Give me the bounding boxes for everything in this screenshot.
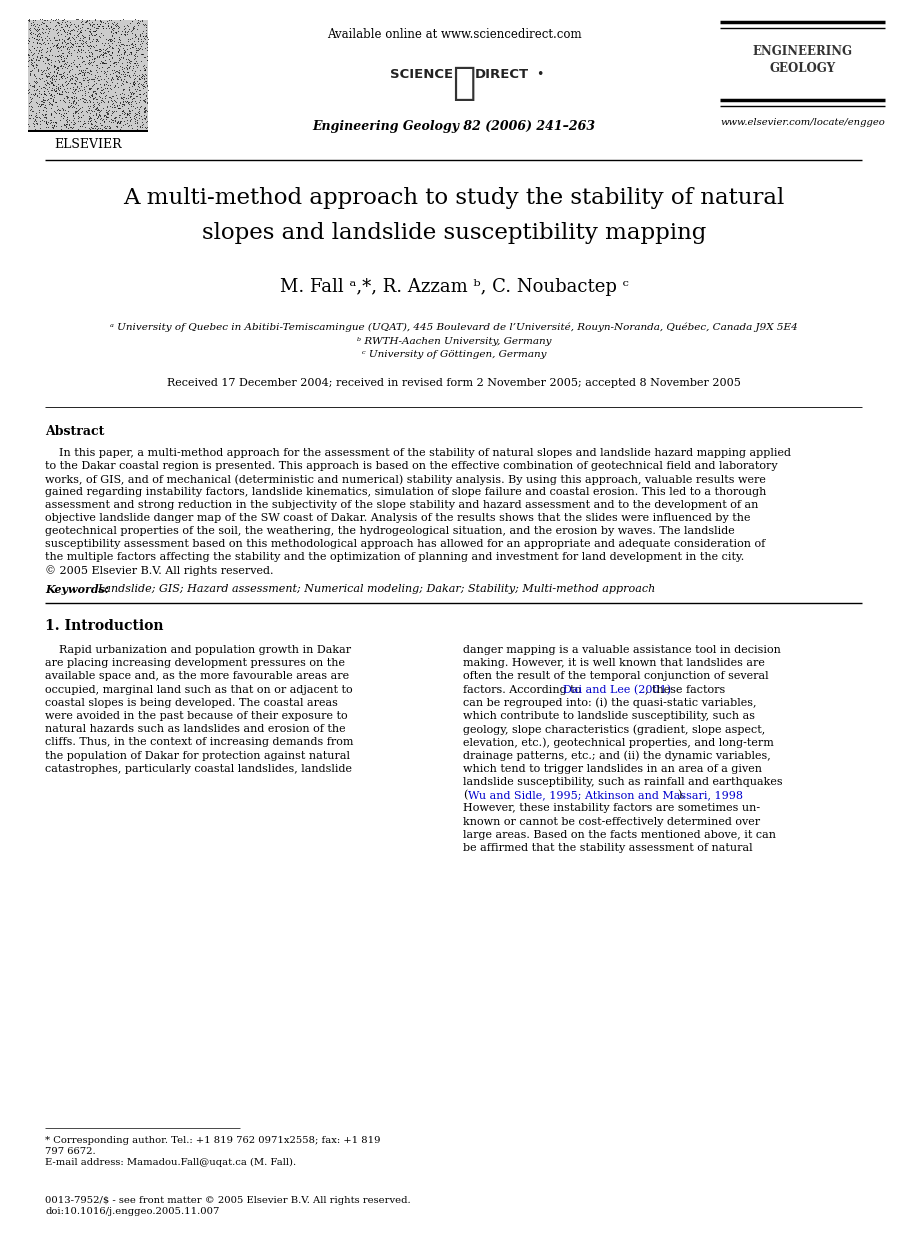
Text: often the result of the temporal conjunction of several: often the result of the temporal conjunc… [463, 671, 768, 681]
Text: danger mapping is a valuable assistance tool in decision: danger mapping is a valuable assistance … [463, 645, 781, 655]
Text: which contribute to landslide susceptibility, such as: which contribute to landslide susceptibi… [463, 711, 755, 721]
Text: 1. Introduction: 1. Introduction [45, 619, 163, 633]
Text: available space and, as the more favourable areas are: available space and, as the more favoura… [45, 671, 349, 681]
Text: ᵇ RWTH-Aachen University, Germany: ᵇ RWTH-Aachen University, Germany [356, 337, 551, 345]
Text: drainage patterns, etc.; and (ii) the dynamic variables,: drainage patterns, etc.; and (ii) the dy… [463, 750, 771, 761]
Text: Wu and Sidle, 1995; Atkinson and Massari, 1998: Wu and Sidle, 1995; Atkinson and Massari… [467, 790, 743, 800]
Text: 797 6672.: 797 6672. [45, 1146, 95, 1156]
Text: cliffs. Thus, in the context of increasing demands from: cliffs. Thus, in the context of increasi… [45, 738, 354, 748]
Text: SCIENCE: SCIENCE [390, 68, 454, 80]
Text: doi:10.1016/j.enggeo.2005.11.007: doi:10.1016/j.enggeo.2005.11.007 [45, 1207, 219, 1216]
Text: In this paper, a multi-method approach for the assessment of the stability of na: In this paper, a multi-method approach f… [45, 448, 791, 458]
Text: Landslide; GIS; Hazard assessment; Numerical modeling; Dakar; Stability; Multi-m: Landslide; GIS; Hazard assessment; Numer… [97, 584, 655, 594]
Text: ᵃ University of Quebec in Abitibi-Temiscamingue (UQAT), 445 Boulevard de l’Unive: ᵃ University of Quebec in Abitibi-Temisc… [110, 322, 798, 332]
Text: Rapid urbanization and population growth in Dakar: Rapid urbanization and population growth… [45, 645, 351, 655]
Text: are placing increasing development pressures on the: are placing increasing development press… [45, 659, 345, 669]
Text: ⓐ: ⓐ [452, 64, 475, 102]
Bar [28, 130, 148, 132]
Text: works, of GIS, and of mechanical (deterministic and numerical) stability analysi: works, of GIS, and of mechanical (determ… [45, 474, 766, 484]
Text: , these factors: , these factors [645, 685, 726, 695]
Text: DIRECT: DIRECT [475, 68, 529, 80]
Text: However, these instability factors are sometimes un-: However, these instability factors are s… [463, 803, 760, 813]
Text: Received 17 December 2004; received in revised form 2 November 2005; accepted 8 : Received 17 December 2004; received in r… [167, 378, 741, 387]
Text: coastal slopes is being developed. The coastal areas: coastal slopes is being developed. The c… [45, 698, 338, 708]
Text: large areas. Based on the facts mentioned above, it can: large areas. Based on the facts mentione… [463, 829, 776, 839]
Text: 0013-7952/$ - see front matter © 2005 Elsevier B.V. All rights reserved.: 0013-7952/$ - see front matter © 2005 El… [45, 1196, 411, 1205]
Text: to the Dakar coastal region is presented. This approach is based on the effectiv: to the Dakar coastal region is presented… [45, 461, 777, 470]
Text: Keywords:: Keywords: [45, 584, 112, 595]
Text: slopes and landslide susceptibility mapping: slopes and landslide susceptibility mapp… [202, 222, 707, 244]
Text: natural hazards such as landslides and erosion of the: natural hazards such as landslides and e… [45, 724, 346, 734]
Text: objective landslide danger map of the SW coast of Dakar. Analysis of the results: objective landslide danger map of the SW… [45, 513, 750, 522]
Text: ᶜ University of Göttingen, Germany: ᶜ University of Göttingen, Germany [362, 350, 546, 359]
Text: occupied, marginal land such as that on or adjacent to: occupied, marginal land such as that on … [45, 685, 353, 695]
Text: geology, slope characteristics (gradient, slope aspect,: geology, slope characteristics (gradient… [463, 724, 766, 735]
Text: can be regrouped into: (i) the quasi-static variables,: can be regrouped into: (i) the quasi-sta… [463, 698, 756, 708]
Text: •: • [536, 68, 543, 80]
Text: susceptibility assessment based on this methodological approach has allowed for : susceptibility assessment based on this … [45, 539, 766, 548]
Text: A multi-method approach to study the stability of natural: A multi-method approach to study the sta… [123, 187, 785, 209]
Text: Dai and Lee (2001): Dai and Lee (2001) [563, 685, 671, 695]
Text: GEOLOGY: GEOLOGY [769, 62, 835, 76]
Text: Available online at www.sciencedirect.com: Available online at www.sciencedirect.co… [327, 28, 581, 41]
Text: which tend to trigger landslides in an area of a given: which tend to trigger landslides in an a… [463, 764, 762, 774]
Text: ENGINEERING: ENGINEERING [753, 45, 853, 58]
Text: (: ( [463, 790, 467, 801]
Text: ).: ). [677, 790, 685, 801]
Text: E-mail address: Mamadou.Fall@uqat.ca (M. Fall).: E-mail address: Mamadou.Fall@uqat.ca (M.… [45, 1158, 296, 1167]
Text: © 2005 Elsevier B.V. All rights reserved.: © 2005 Elsevier B.V. All rights reserved… [45, 565, 274, 576]
Bar [28, 20, 148, 130]
Text: known or cannot be cost-effectively determined over: known or cannot be cost-effectively dete… [463, 817, 760, 827]
Text: * Corresponding author. Tel.: +1 819 762 0971x2558; fax: +1 819: * Corresponding author. Tel.: +1 819 762… [45, 1136, 381, 1145]
Text: the population of Dakar for protection against natural: the population of Dakar for protection a… [45, 750, 350, 760]
Text: catastrophes, particularly coastal landslides, landslide: catastrophes, particularly coastal lands… [45, 764, 352, 774]
Text: ELSEVIER: ELSEVIER [54, 137, 122, 151]
Text: Abstract: Abstract [45, 425, 104, 438]
Text: www.elsevier.com/locate/enggeo: www.elsevier.com/locate/enggeo [720, 118, 885, 128]
Text: be affirmed that the stability assessment of natural: be affirmed that the stability assessmen… [463, 843, 753, 853]
Text: gained regarding instability factors, landslide kinematics, simulation of slope : gained regarding instability factors, la… [45, 487, 766, 496]
Text: M. Fall ᵃ,*, R. Azzam ᵇ, C. Noubactep ᶜ: M. Fall ᵃ,*, R. Azzam ᵇ, C. Noubactep ᶜ [279, 279, 629, 296]
Text: making. However, it is well known that landslides are: making. However, it is well known that l… [463, 659, 765, 669]
Text: geotechnical properties of the soil, the weathering, the hydrogeological situati: geotechnical properties of the soil, the… [45, 526, 735, 536]
Text: were avoided in the past because of their exposure to: were avoided in the past because of thei… [45, 711, 347, 721]
Text: elevation, etc.), geotechnical properties, and long-term: elevation, etc.), geotechnical propertie… [463, 738, 774, 748]
Text: the multiple factors affecting the stability and the optimization of planning an: the multiple factors affecting the stabi… [45, 552, 745, 562]
Text: assessment and strong reduction in the subjectivity of the slope stability and h: assessment and strong reduction in the s… [45, 500, 758, 510]
Text: landslide susceptibility, such as rainfall and earthquakes: landslide susceptibility, such as rainfa… [463, 777, 783, 787]
Text: Engineering Geology 82 (2006) 241–263: Engineering Geology 82 (2006) 241–263 [312, 120, 596, 132]
Text: factors. According to: factors. According to [463, 685, 585, 695]
